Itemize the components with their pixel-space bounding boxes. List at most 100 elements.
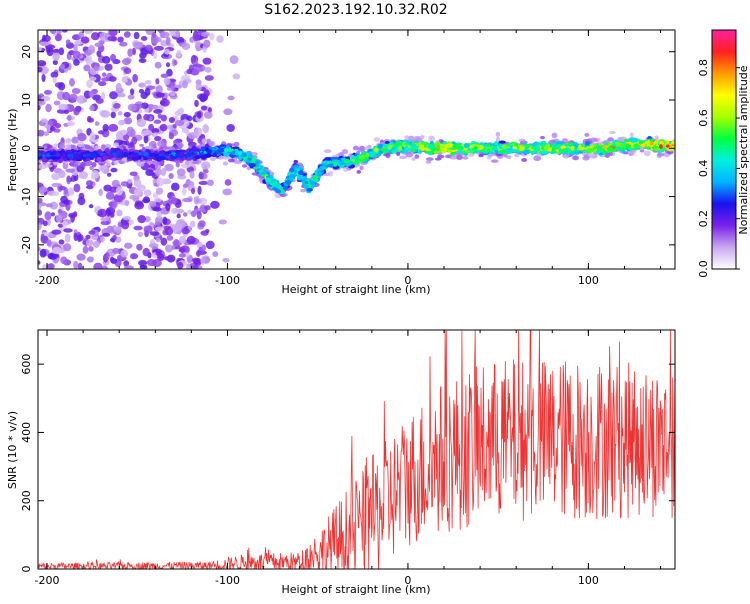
heatmap-spot: [352, 145, 359, 151]
heatmap-spot: [223, 148, 229, 153]
heatmap-spot: [51, 182, 62, 188]
heatmap-spot: [251, 157, 256, 163]
heatmap-spot: [338, 160, 345, 165]
heatmap-spot: [165, 203, 171, 212]
heatmap-spot: [192, 32, 200, 42]
heatmap-spot: [227, 95, 235, 101]
heatmap-spot: [94, 42, 104, 48]
heatmap-spot: [111, 179, 120, 188]
heatmap-spot: [127, 178, 133, 184]
snr-x-label: Height of straight line (km): [281, 583, 430, 596]
heatmap-spot: [410, 144, 418, 149]
heatmap-spot: [144, 129, 152, 135]
heatmap-spot: [173, 239, 180, 248]
heatmap-spot: [455, 154, 463, 160]
heatmap-spot: [52, 76, 57, 84]
heatmap-spot: [156, 177, 165, 187]
heatmap-spot: [405, 140, 411, 144]
heatmap-spot: [160, 114, 168, 122]
heatmap-spot: [327, 163, 335, 168]
heatmap-spot: [108, 30, 118, 37]
colorbar-tick-label: 0.8: [697, 59, 710, 77]
heatmap-spot: [514, 142, 519, 147]
heatmap-spot: [152, 258, 162, 268]
heatmap-spot: [80, 151, 88, 155]
heatmap-spot: [154, 135, 162, 142]
heatmap-spot: [181, 127, 189, 134]
heatmap-spot: [123, 31, 131, 38]
heatmap-spot: [162, 178, 172, 185]
heatmap-spot: [157, 140, 166, 148]
heatmap-spot: [155, 84, 163, 94]
heatmap-spot: [54, 33, 62, 42]
heatmap-spot: [155, 78, 160, 85]
heatmap-spot: [127, 103, 138, 112]
heatmap-spot: [132, 73, 138, 83]
heatmap-spot: [201, 244, 206, 252]
snr-frame: [37, 329, 676, 570]
heatmap-spot: [79, 162, 86, 168]
heatmap-spot: [155, 187, 164, 195]
heatmap-spot: [112, 200, 117, 209]
heatmap-spot: [490, 159, 499, 163]
heatmap-spot: [316, 171, 322, 177]
heatmap-spot: [505, 155, 512, 160]
heatmap-spot: [148, 200, 157, 207]
heatmap-spot: [89, 105, 95, 112]
heatmap-spot: [113, 193, 124, 203]
heatmap-spot: [122, 58, 131, 66]
heatmap-spot: [131, 156, 140, 161]
heatmap-spot: [73, 153, 80, 158]
heatmap-spot: [52, 48, 60, 53]
heatmap-spot: [136, 243, 143, 251]
snr-x-tick-label: 0: [404, 574, 411, 587]
heatmap-spot: [153, 45, 164, 51]
heatmap-spot: [38, 246, 41, 252]
heatmap-spot: [87, 44, 96, 54]
heatmap-spot: [203, 89, 210, 98]
heatmap-spot: [178, 253, 186, 258]
heatmap-spot: [544, 150, 548, 154]
heatmap-spot: [60, 256, 68, 265]
heatmap-spot: [209, 157, 216, 161]
heatmap-spot: [98, 81, 107, 87]
heatmap-spot: [192, 152, 197, 158]
heatmap-spot: [275, 189, 282, 194]
heatmap-spot: [107, 35, 117, 42]
heatmap-spot: [428, 135, 435, 142]
heatmap-spot: [46, 124, 51, 133]
heatmap-spot: [89, 132, 96, 141]
heatmap-spot: [568, 142, 574, 146]
heatmap-spot: [177, 261, 184, 269]
heatmap-spot: [110, 167, 118, 173]
heatmap-spot: [38, 152, 42, 157]
heatmap-spot: [214, 149, 222, 155]
heatmap-spot: [129, 171, 138, 177]
heatmap-spot: [233, 160, 242, 164]
heatmap-spot: [536, 142, 541, 146]
heatmap-spot: [77, 262, 83, 269]
heatmap-spot: [514, 153, 520, 158]
heatmap-spot: [97, 208, 107, 218]
heatmap-spot: [88, 204, 94, 209]
heatmap-spot: [163, 256, 174, 261]
heatmap-spot: [473, 146, 478, 150]
heatmap-spot: [58, 47, 65, 56]
heatmap-spot: [169, 154, 174, 158]
heatmap-spot: [104, 63, 113, 71]
heatmap-spot: [154, 161, 160, 166]
heatmap-spot: [313, 177, 318, 181]
heatmap-spot: [123, 67, 132, 74]
heatmap-spot: [58, 170, 66, 179]
heatmap-spot: [333, 161, 338, 167]
heatmap-spot: [66, 175, 71, 185]
heatmap-spot: [186, 235, 196, 245]
heatmap-spot: [51, 246, 62, 255]
heatmap-spot: [102, 155, 108, 161]
heatmap-spot: [654, 147, 662, 151]
heatmap-spot: [643, 150, 651, 157]
heatmap-spot: [183, 212, 188, 217]
heatmap-spot: [602, 149, 607, 155]
heatmap-spot: [579, 146, 585, 151]
figure-title: S162.2023.192.10.32.R02: [264, 2, 447, 18]
